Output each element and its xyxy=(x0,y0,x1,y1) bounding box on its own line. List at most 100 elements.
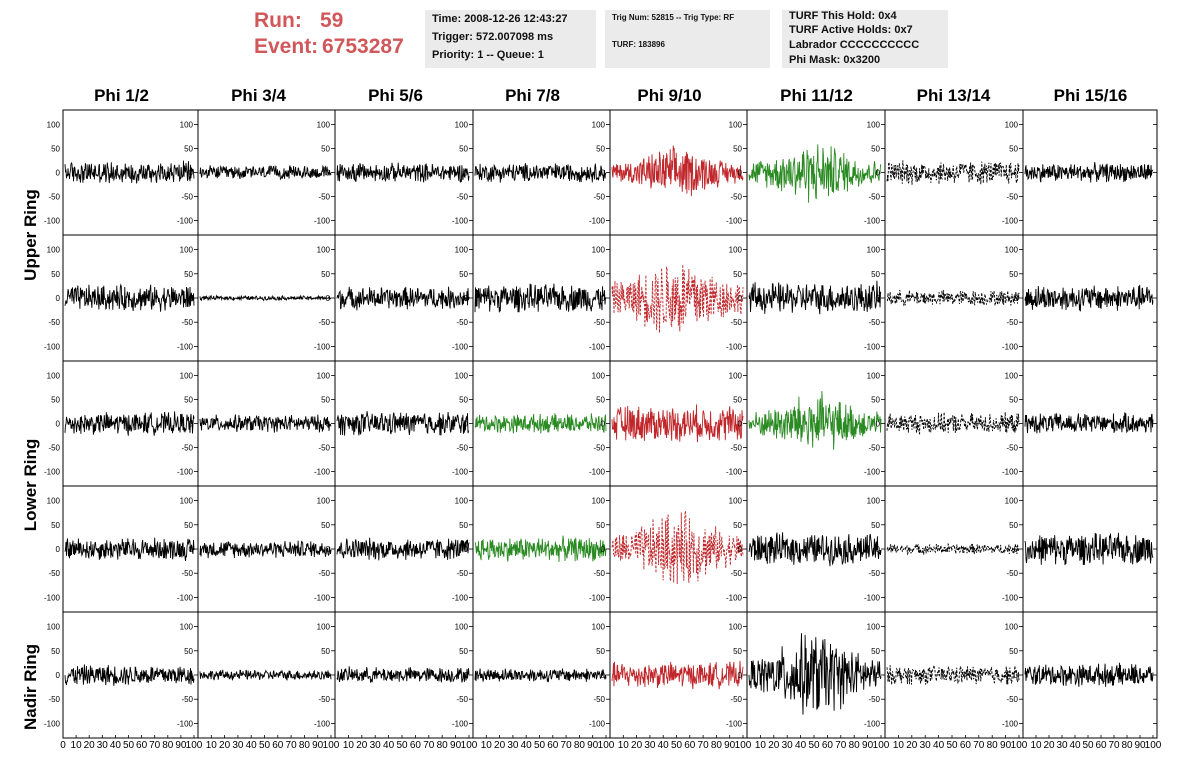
y-tick-label: 100 xyxy=(317,623,331,632)
waveform-panel xyxy=(1022,611,1158,739)
y-tick-label: 100 xyxy=(592,623,606,632)
y-tick-label: -50 xyxy=(181,695,193,704)
y-tick-label: -100 xyxy=(44,719,61,728)
y-tick-label: 0 xyxy=(738,671,743,680)
x-tick-label: 50 xyxy=(946,740,958,751)
y-tick-label: -100 xyxy=(726,217,743,226)
y-tick-label: -100 xyxy=(452,217,469,226)
y-tick-label: -50 xyxy=(318,193,330,202)
y-tick-label: -50 xyxy=(48,444,60,453)
y-tick-label: 100 xyxy=(455,371,469,380)
y-tick-label: -100 xyxy=(726,593,743,602)
y-tick-label: -100 xyxy=(589,468,606,477)
y-tick-label: 50 xyxy=(733,647,742,656)
y-tick-label: 100 xyxy=(592,120,606,129)
y-tick-label: 100 xyxy=(729,497,743,506)
y-tick-label: 100 xyxy=(455,623,469,632)
waveform-trace xyxy=(886,289,1020,306)
x-tick-label: 50 xyxy=(259,740,271,751)
x-tick-label: 30 xyxy=(920,740,932,751)
y-tick-label: 100 xyxy=(455,246,469,255)
x-tick-label: 70 xyxy=(149,740,161,751)
x-tick-label: 90 xyxy=(862,740,874,751)
x-tick-label: 80 xyxy=(849,740,861,751)
y-tick-label: -100 xyxy=(44,468,61,477)
y-tick-label: 100 xyxy=(1005,623,1019,632)
y-tick-label: -50 xyxy=(868,318,880,327)
trig-num-line: Trig Num: 52815 -- Trig Type: RF xyxy=(612,13,735,22)
y-tick-label: -50 xyxy=(868,695,880,704)
y-tick-label: 100 xyxy=(180,497,194,506)
y-tick-label: -100 xyxy=(589,593,606,602)
x-tick-label: 10 xyxy=(893,740,905,751)
waveform-trace xyxy=(748,390,882,450)
x-tick-label: 10 xyxy=(343,740,355,751)
y-tick-label: 50 xyxy=(596,521,605,530)
x-tick-label: 80 xyxy=(574,740,586,751)
x-tick-label: 20 xyxy=(1043,740,1055,751)
y-tick-label: 0 xyxy=(56,294,61,303)
y-tick-label: -50 xyxy=(593,444,605,453)
waveform-trace xyxy=(1024,161,1154,183)
x-tick-label: 90 xyxy=(587,740,599,751)
waveform-trace xyxy=(474,413,607,434)
y-tick-label: 0 xyxy=(876,169,881,178)
x-tick-label: 10 xyxy=(206,740,218,751)
waveform-trace xyxy=(336,411,470,436)
y-tick-label: -100 xyxy=(314,719,331,728)
y-tick-label: 100 xyxy=(180,623,194,632)
y-tick-label: -100 xyxy=(726,719,743,728)
y-tick-label: 50 xyxy=(184,270,193,279)
y-tick-label: 50 xyxy=(459,647,468,656)
y-tick-label: -50 xyxy=(593,695,605,704)
waveform-trace xyxy=(748,532,882,567)
y-tick-label: -100 xyxy=(864,468,881,477)
waveform-trace xyxy=(1024,532,1154,566)
y-tick-label: 100 xyxy=(867,497,881,506)
x-tick-label: 100 xyxy=(1011,740,1028,751)
x-tick-label: 40 xyxy=(246,740,258,751)
x-tick-label: 70 xyxy=(973,740,985,751)
x-tick-label: 70 xyxy=(561,740,573,751)
x-tick-label: 90 xyxy=(1000,740,1012,751)
y-tick-label: -100 xyxy=(864,593,881,602)
event-label: Event: xyxy=(254,35,319,58)
y-tick-label: 100 xyxy=(180,371,194,380)
x-tick-label: 30 xyxy=(232,740,244,751)
y-tick-label: 50 xyxy=(184,521,193,530)
column-title-phi-3-4: Phi 3/4 xyxy=(231,86,286,105)
y-tick-label: -50 xyxy=(1006,444,1018,453)
y-tick-label: 100 xyxy=(180,120,194,129)
x-tick-label: 50 xyxy=(1082,740,1094,751)
column-title-phi-11-12: Phi 11/12 xyxy=(780,86,853,105)
y-tick-label: 0 xyxy=(56,420,61,429)
y-tick-label: 50 xyxy=(51,521,60,530)
y-tick-label: 100 xyxy=(317,246,331,255)
x-tick-label: 60 xyxy=(272,740,284,751)
y-tick-label: 100 xyxy=(47,623,61,632)
column-title-phi-7-8: Phi 7/8 xyxy=(505,86,560,105)
time-line: Time: 2008-12-26 12:43:27 xyxy=(432,13,568,25)
waveform-trace xyxy=(611,660,744,690)
y-tick-label: 50 xyxy=(51,647,60,656)
y-tick-label: 0 xyxy=(189,671,194,680)
run-label: Run: xyxy=(254,9,302,32)
y-tick-label: 0 xyxy=(326,545,331,554)
x-tick-label: 80 xyxy=(162,740,174,751)
y-tick-label: 50 xyxy=(1009,144,1018,153)
x-tick-label: 30 xyxy=(644,740,656,751)
waveform-trace xyxy=(611,264,744,333)
x-tick-label: 40 xyxy=(933,740,945,751)
y-tick-label: 0 xyxy=(326,169,331,178)
x-tick-label: 60 xyxy=(410,740,422,751)
waveform-trace xyxy=(1024,284,1154,312)
y-tick-label: -50 xyxy=(456,318,468,327)
y-tick-label: 0 xyxy=(189,169,194,178)
y-tick-label: 0 xyxy=(601,671,606,680)
y-tick-label: 100 xyxy=(1005,371,1019,380)
x-tick-label: 80 xyxy=(711,740,723,751)
y-tick-label: -100 xyxy=(44,217,61,226)
waveform-trace xyxy=(64,537,195,562)
y-tick-label: 50 xyxy=(733,144,742,153)
y-tick-label: 0 xyxy=(326,294,331,303)
